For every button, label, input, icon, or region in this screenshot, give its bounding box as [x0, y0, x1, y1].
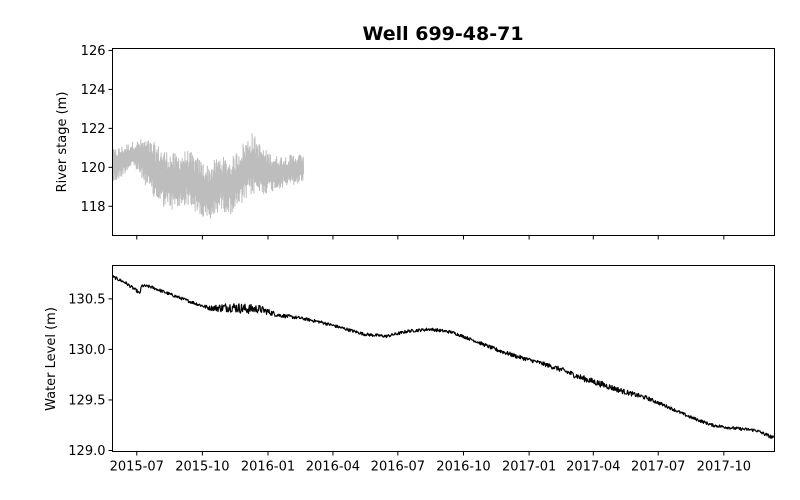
water-level-x-ticks: 2015-07 2015-10 2016-01 2016-04 2016-07 2016-…	[110, 451, 751, 475]
river-stage-series-line	[112, 133, 305, 219]
water-level-y-tick-label: 130.5	[68, 292, 105, 307]
water-level-y-tick-label: 129.5	[68, 393, 105, 408]
water-level-x-tick-label: 2015-10	[175, 460, 229, 475]
water-level-x-tick-label: 2016-04	[306, 460, 360, 475]
water-level-x-tick-label: 2017-01	[502, 460, 556, 475]
water-level-y-tick-label: 130.0	[68, 343, 105, 358]
river-stage-y-axis-label: River stage (m)	[55, 92, 70, 193]
water-level-x-tick-label: 2017-07	[631, 460, 685, 475]
water-level-x-tick-label: 2016-01	[241, 460, 295, 475]
water-level-series	[111, 275, 775, 440]
water-level-series-line	[111, 275, 775, 440]
chart-title: Well 699-48-71	[362, 23, 523, 45]
water-level-x-tick-label: 2016-07	[371, 460, 425, 475]
water-level-axes-frame	[112, 265, 775, 452]
water-level-x-tick-label: 2016-10	[436, 460, 490, 475]
river-stage-y-ticks: 118 120 122 124 126	[81, 44, 113, 215]
river-stage-axes-frame	[112, 48, 775, 236]
river-stage-y-tick-label: 126	[81, 44, 106, 59]
river-stage-series	[112, 133, 305, 219]
river-stage-y-tick-label: 120	[81, 161, 106, 176]
river-stage-y-tick-label: 124	[81, 83, 106, 98]
water-level-x-tick-label: 2015-07	[110, 460, 164, 475]
river-stage-y-tick-label: 122	[81, 122, 106, 137]
water-level-x-tick-label: 2017-04	[566, 460, 620, 475]
water-level-y-axis-label: Water Level (m)	[44, 307, 59, 411]
river-stage-x-ticks	[136, 235, 725, 240]
river-stage-panel: 118 120 122 124 126 River stage (m)	[55, 44, 775, 240]
water-level-x-tick-label: 2017-10	[697, 460, 751, 475]
water-level-y-ticks: 129.0 129.5 130.0 130.5	[68, 292, 113, 459]
water-level-y-tick-label: 129.0	[68, 444, 105, 459]
river-stage-y-tick-label: 118	[81, 200, 106, 215]
water-level-panel: 129.0 129.5 130.0 130.5 2015-07 2015-10 2016-…	[44, 265, 775, 475]
